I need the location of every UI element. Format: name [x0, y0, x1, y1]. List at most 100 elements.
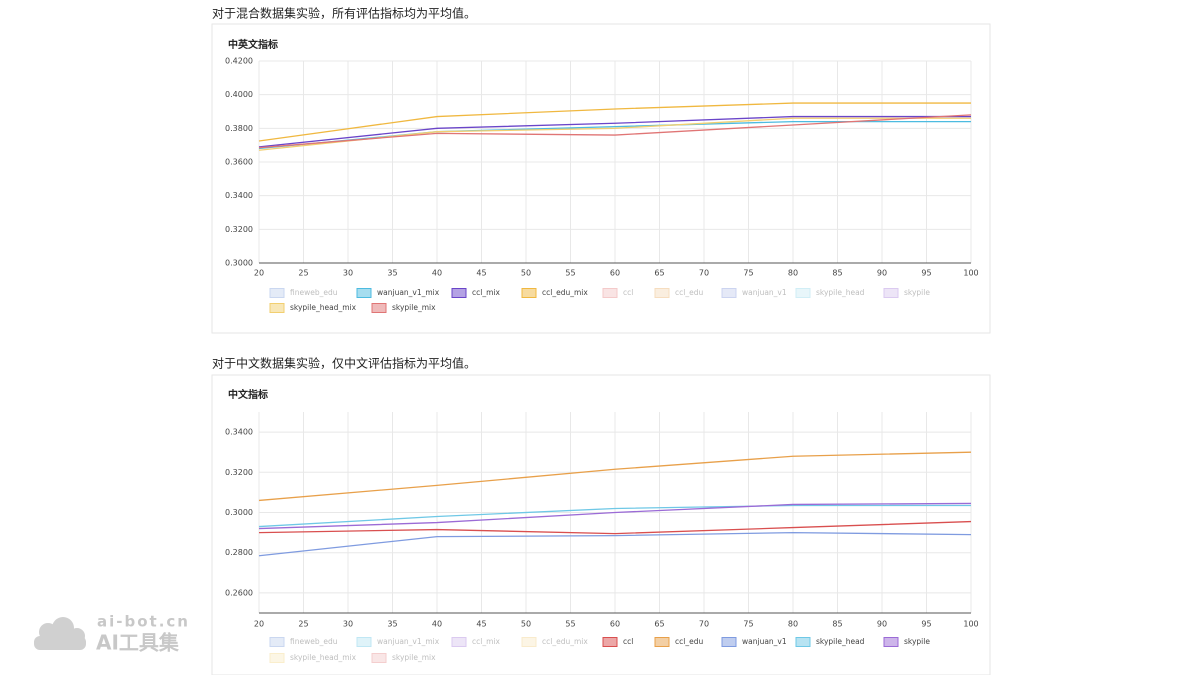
x-tick-label: 95: [921, 269, 931, 278]
legend-swatch: [269, 288, 285, 298]
x-tick-label: 20: [254, 269, 264, 278]
caption: 对于中文数据集实验，仅中文评估指标为平均值。: [212, 356, 476, 371]
legend-label: ccl_edu: [675, 288, 703, 297]
legend-label: skypile: [904, 637, 930, 646]
legend-swatch: [602, 637, 618, 647]
legend-label: wanjuan_v1: [742, 288, 787, 297]
legend-item[interactable]: skypile_head_mix: [269, 653, 357, 663]
legend-swatch: [521, 637, 537, 647]
legend-item[interactable]: skypile_mix: [371, 303, 436, 313]
watermark-name: AI工具集: [96, 631, 180, 655]
x-tick-label: 65: [654, 269, 664, 278]
legend-label: ccl_mix: [472, 637, 500, 646]
y-tick-label: 0.2800: [225, 548, 253, 557]
legend-item[interactable]: wanjuan_v1: [721, 288, 787, 298]
legend-swatch: [654, 288, 670, 298]
x-tick-label: 75: [743, 620, 753, 629]
chart-card: [211, 23, 991, 334]
legend-item[interactable]: ccl_edu_mix: [521, 288, 588, 298]
series-line: [258, 114, 972, 149]
legend-swatch: [654, 637, 670, 647]
x-tick-label: 80: [788, 620, 798, 629]
series-line: [258, 451, 972, 502]
legend-label: skypile_head_mix: [290, 653, 357, 662]
legend-item[interactable]: fineweb_edu: [269, 637, 338, 647]
legend-item[interactable]: wanjuan_v1_mix: [356, 288, 440, 298]
y-tick-label: 0.4000: [225, 90, 253, 99]
legend-item[interactable]: ccl_edu_mix: [521, 637, 588, 647]
legend-item[interactable]: skypile_head_mix: [269, 303, 357, 313]
chart-title: 中英文指标: [228, 38, 278, 51]
legend-item[interactable]: wanjuan_v1_mix: [356, 637, 440, 647]
legend-item[interactable]: ccl: [602, 637, 633, 647]
legend-label: ccl_edu_mix: [542, 288, 588, 297]
legend-item[interactable]: ccl_edu: [654, 288, 703, 298]
x-tick-label: 30: [343, 269, 353, 278]
y-tick-label: 0.3000: [225, 259, 253, 268]
legend-label: skypile_mix: [392, 303, 436, 312]
legend-swatch: [795, 637, 811, 647]
y-tick-label: 0.2600: [225, 588, 253, 597]
legend-item[interactable]: skypile: [883, 637, 930, 647]
x-tick-label: 75: [743, 269, 753, 278]
y-tick-label: 0.3000: [225, 508, 253, 517]
legend-label: wanjuan_v1_mix: [377, 288, 440, 297]
legend-item[interactable]: skypile_head: [795, 288, 865, 298]
legend-swatch: [721, 288, 737, 298]
legend-label: ccl: [623, 637, 633, 646]
watermark: ai-bot.cn AI工具集: [34, 613, 188, 655]
legend-swatch: [269, 637, 285, 647]
x-tick-label: 70: [699, 620, 709, 629]
x-tick-label: 25: [298, 269, 308, 278]
y-tick-label: 0.3400: [225, 428, 253, 437]
series-line: [258, 531, 972, 557]
x-tick-label: 80: [788, 269, 798, 278]
legend-item[interactable]: ccl: [602, 288, 633, 298]
legend-item[interactable]: skypile_head: [795, 637, 865, 647]
legend-swatch: [269, 303, 285, 313]
legend-swatch: [451, 288, 467, 298]
legend-swatch: [356, 637, 372, 647]
legend-swatch: [795, 288, 811, 298]
x-tick-label: 35: [387, 620, 397, 629]
legend-swatch: [371, 303, 387, 313]
legend-swatch: [371, 653, 387, 663]
y-tick-label: 0.3400: [225, 191, 253, 200]
x-tick-label: 50: [521, 620, 531, 629]
legend-item[interactable]: fineweb_edu: [269, 288, 338, 298]
y-tick-label: 0.4200: [225, 57, 253, 66]
x-tick-label: 65: [654, 620, 664, 629]
x-tick-label: 20: [254, 620, 264, 629]
y-tick-label: 0.3600: [225, 158, 253, 167]
legend-label: ccl_edu: [675, 637, 703, 646]
y-tick-label: 0.3800: [225, 124, 253, 133]
legend-item[interactable]: skypile: [883, 288, 930, 298]
x-tick-label: 95: [921, 620, 931, 629]
series-line: [258, 115, 971, 148]
legend-item[interactable]: ccl_mix: [451, 288, 500, 298]
legend-label: fineweb_edu: [290, 637, 338, 646]
x-tick-label: 50: [521, 269, 531, 278]
legend-swatch: [883, 288, 899, 298]
series-line: [258, 102, 971, 142]
legend-item[interactable]: wanjuan_v1: [721, 637, 787, 647]
x-tick-label: 40: [432, 620, 442, 629]
legend-item[interactable]: ccl_mix: [451, 637, 500, 647]
legend-label: wanjuan_v1_mix: [377, 637, 440, 646]
legend-item[interactable]: skypile_mix: [371, 653, 436, 663]
series-line: [258, 504, 971, 528]
x-tick-label: 100: [963, 269, 978, 278]
caption: 对于混合数据集实验，所有评估指标均为平均值。: [212, 6, 476, 21]
x-tick-label: 85: [832, 269, 842, 278]
x-tick-label: 45: [476, 620, 486, 629]
series-line: [258, 502, 972, 530]
legend-item[interactable]: ccl_edu: [654, 637, 703, 647]
x-tick-label: 85: [832, 620, 842, 629]
x-tick-label: 45: [476, 269, 486, 278]
legend-swatch: [451, 637, 467, 647]
legend-label: wanjuan_v1: [742, 637, 787, 646]
x-tick-label: 100: [963, 620, 978, 629]
x-tick-label: 30: [343, 620, 353, 629]
x-tick-label: 90: [877, 620, 887, 629]
legend-swatch: [883, 637, 899, 647]
